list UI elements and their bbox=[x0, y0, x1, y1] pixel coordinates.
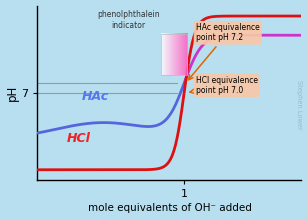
Y-axis label: pH: pH bbox=[6, 85, 18, 101]
Text: HCl equivalence
point pH 7.0: HCl equivalence point pH 7.0 bbox=[190, 76, 258, 95]
Text: HAc: HAc bbox=[81, 90, 109, 103]
Text: HAc equivalence
point pH 7.2: HAc equivalence point pH 7.2 bbox=[188, 23, 260, 80]
Text: Stephen Lower: Stephen Lower bbox=[296, 80, 302, 130]
Bar bbox=[161, 34, 187, 75]
Text: HCl: HCl bbox=[67, 132, 91, 145]
X-axis label: mole equivalents of OH⁻ added: mole equivalents of OH⁻ added bbox=[87, 203, 251, 214]
Text: phenolphthalein
indicator: phenolphthalein indicator bbox=[97, 10, 160, 30]
